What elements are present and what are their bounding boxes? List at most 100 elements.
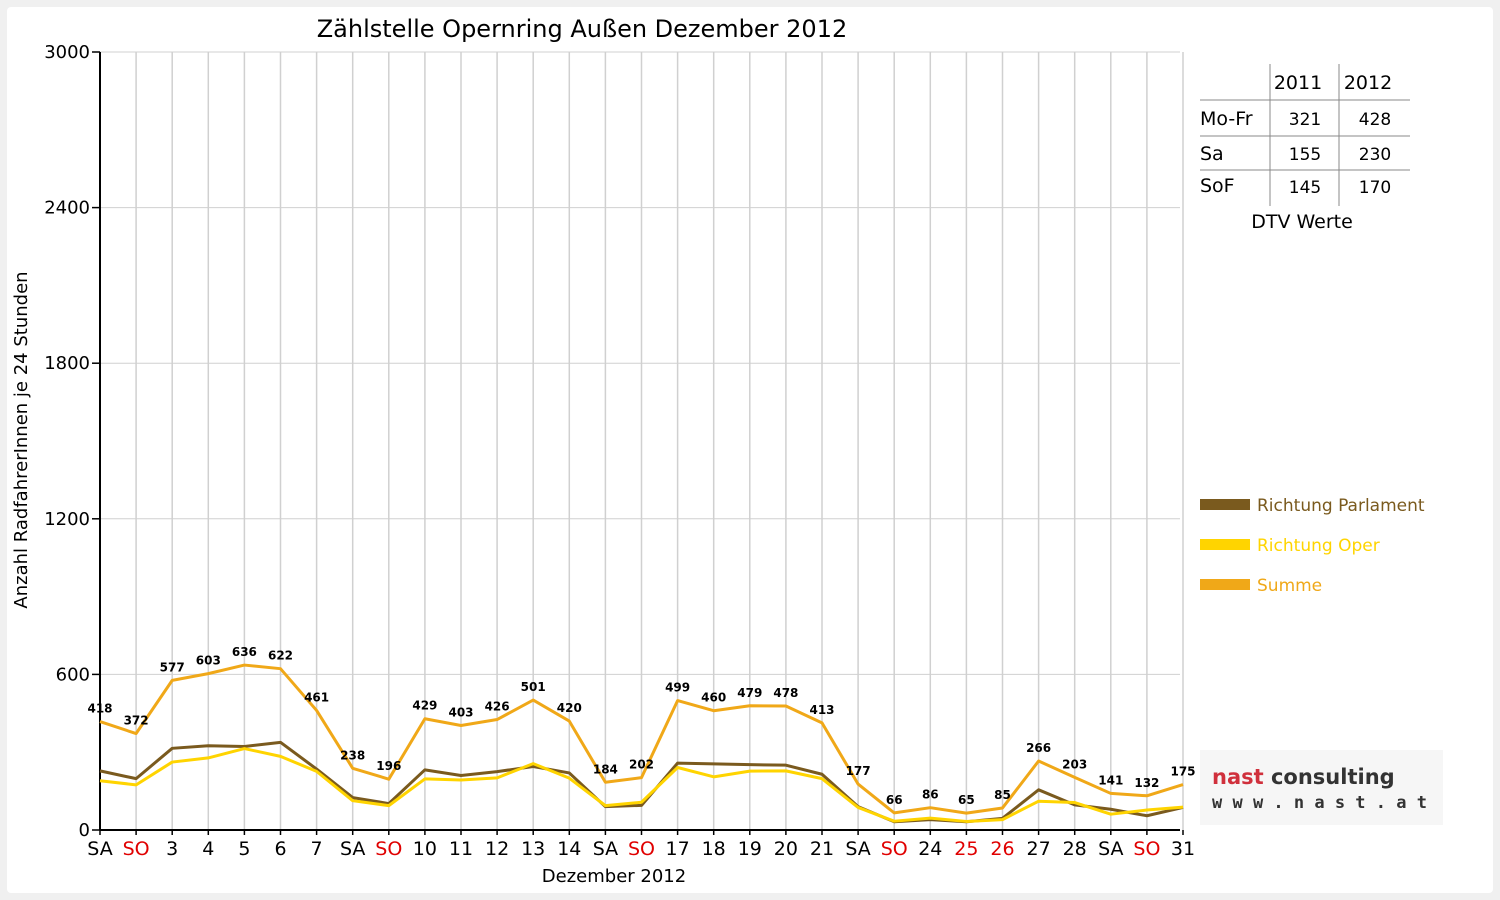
dtv-table: 2011 2012 Mo-Fr 321 428 Sa 155 230 SoF 1… <box>1200 64 1410 233</box>
legend: Richtung Parlament Richtung Oper Summe <box>1200 496 1425 596</box>
table-caption: DTV Werte <box>1251 211 1353 233</box>
x-tick-label: SA <box>845 838 870 860</box>
table-row-label: Sa <box>1200 143 1224 165</box>
x-tick-label: SO <box>375 838 402 860</box>
x-tick-label: SO <box>881 838 908 860</box>
legend-label-oper: Richtung Oper <box>1257 536 1380 556</box>
y-tick-label: 1200 <box>44 509 90 530</box>
axes <box>92 51 1184 835</box>
x-tick-label: 10 <box>413 838 437 860</box>
data-label: 622 <box>268 649 293 663</box>
x-tick-labels: SA SO 3 4 5 6 7 SA SO 10 11 12 13 14 SA SO 17 18 19 20 21 SA S… <box>87 838 1195 860</box>
logo-url: w w w . n a s t . a t <box>1212 793 1427 813</box>
data-label: 426 <box>485 700 510 714</box>
table-cell: 145 <box>1289 178 1321 198</box>
data-label: 429 <box>412 699 437 713</box>
data-label: 86 <box>922 788 939 802</box>
data-label: 266 <box>1026 741 1051 755</box>
y-axis-label: Anzahl RadfahrerInnen je 24 Stunden <box>11 271 32 608</box>
data-labels: 418 372 577 603 636 622 461 238 196 429 403 426 501 4… <box>87 645 1195 807</box>
data-label: 479 <box>737 686 762 700</box>
x-tick-label: 12 <box>485 838 509 860</box>
x-tick-label: 24 <box>918 838 942 860</box>
x-tick-label: 13 <box>521 838 545 860</box>
table-cell: 170 <box>1359 178 1391 198</box>
data-label: 577 <box>160 660 185 674</box>
logo: nast consulting w w w . n a s t . a t <box>1200 750 1443 825</box>
x-tick-label: 18 <box>702 838 726 860</box>
data-label: 636 <box>232 645 257 659</box>
x-tick-label: 14 <box>557 838 581 860</box>
data-label: 203 <box>1062 757 1087 771</box>
table-header-2011: 2011 <box>1274 72 1322 94</box>
data-label: 461 <box>304 690 329 704</box>
logo-text: nast consulting <box>1212 765 1395 789</box>
x-tick-label: 31 <box>1171 838 1195 860</box>
data-label: 499 <box>665 681 690 695</box>
logo-background <box>1200 750 1443 825</box>
grid-lines <box>100 51 1184 830</box>
table-cell: 155 <box>1289 145 1321 165</box>
data-label: 65 <box>958 793 975 807</box>
data-label: 132 <box>1134 776 1159 790</box>
data-label: 177 <box>846 764 871 778</box>
x-tick-label: 26 <box>990 838 1014 860</box>
table-cell: 321 <box>1289 110 1321 130</box>
chart-title: Zählstelle Opernring Außen Dezember 2012 <box>317 15 848 43</box>
y-tick-label: 0 <box>79 820 90 841</box>
data-label: 175 <box>1170 765 1195 779</box>
data-label: 85 <box>994 788 1011 802</box>
series-line-oper <box>99 747 1184 823</box>
x-tick-label: 20 <box>774 838 798 860</box>
data-label: 478 <box>773 686 798 700</box>
x-tick-label: 11 <box>449 838 473 860</box>
x-tick-label: 27 <box>1027 838 1051 860</box>
data-label: 66 <box>886 793 903 807</box>
table-cell: 428 <box>1359 110 1391 130</box>
x-tick-label: SO <box>628 838 655 860</box>
x-tick-label: SO <box>123 838 150 860</box>
x-tick-label: 5 <box>238 838 250 860</box>
x-tick-label: 6 <box>274 838 286 860</box>
data-label: 603 <box>196 654 221 668</box>
x-tick-label: SA <box>87 838 112 860</box>
data-label: 238 <box>340 748 365 762</box>
legend-label-summe: Summe <box>1257 576 1322 596</box>
y-tick-labels: 0 600 1200 1800 2400 3000 <box>44 42 90 841</box>
data-label: 202 <box>629 758 654 772</box>
data-label: 460 <box>701 691 726 705</box>
x-tick-label: 17 <box>666 838 690 860</box>
series-lines <box>99 663 1184 824</box>
table-row-label: Mo-Fr <box>1200 108 1253 130</box>
data-label: 501 <box>521 680 546 694</box>
legend-swatch-parlament <box>1200 499 1250 510</box>
data-label: 403 <box>448 705 473 719</box>
legend-swatch-oper <box>1200 539 1250 550</box>
y-tick-label: 1800 <box>44 353 90 374</box>
data-label: 420 <box>557 701 582 715</box>
data-label: 372 <box>124 714 149 728</box>
table-cell: 230 <box>1359 145 1391 165</box>
data-label: 196 <box>376 759 401 773</box>
y-tick-label: 2400 <box>44 198 90 219</box>
data-label: 413 <box>809 703 834 717</box>
data-label: 141 <box>1098 773 1123 787</box>
data-label: 418 <box>87 702 112 716</box>
logo-text-nast: nast <box>1212 765 1264 789</box>
x-tick-label: 7 <box>311 838 323 860</box>
x-tick-label: 3 <box>166 838 178 860</box>
table-header-2012: 2012 <box>1344 72 1392 94</box>
x-tick-label: SA <box>593 838 618 860</box>
x-tick-label: SA <box>1098 838 1123 860</box>
y-tick-label: 600 <box>56 664 90 685</box>
x-tick-label: 19 <box>738 838 762 860</box>
x-tick-label: 25 <box>954 838 978 860</box>
x-tick-label: SO <box>1133 838 1160 860</box>
x-tick-label: 21 <box>810 838 834 860</box>
legend-swatch-summe <box>1200 579 1250 590</box>
table-row-label: SoF <box>1200 175 1235 197</box>
x-axis-label: Dezember 2012 <box>542 866 686 887</box>
x-tick-label: 28 <box>1063 838 1087 860</box>
series-line-summe <box>99 663 1184 815</box>
